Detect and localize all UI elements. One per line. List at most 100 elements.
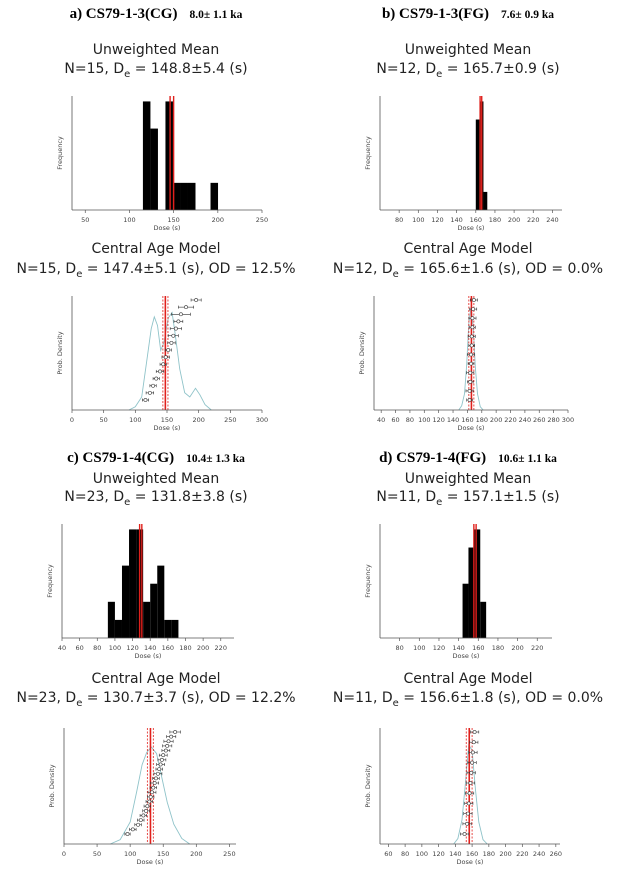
dose-point: [147, 390, 152, 395]
dose-point: [165, 744, 170, 748]
x-axis-label: Dose (s): [457, 858, 484, 866]
x-tick-label: 150: [167, 216, 179, 224]
density-curve: [110, 746, 190, 845]
x-tick-label: 300: [256, 416, 268, 424]
y-axis-label: Frequency: [46, 564, 54, 598]
x-tick-label: 180: [492, 644, 504, 652]
cam-chart: 60 80 100 120 140 160 180 200 220 240 260 Dose (s) P…: [364, 728, 562, 866]
cam-stats: N=12, De = 165.6±1.6 (s), OD = 0.0%: [332, 261, 604, 280]
dose-point: [469, 770, 474, 775]
histogram-bar: [187, 182, 196, 210]
y-axis-label: Prob. Density: [56, 331, 64, 374]
x-tick-label: 60: [384, 850, 392, 858]
cam-title: Central Age Model: [91, 241, 221, 257]
x-tick-label: 80: [395, 216, 403, 224]
dose-point: [151, 785, 156, 790]
y-axis-label: Prob. Density: [48, 764, 56, 807]
dose-point: [144, 808, 148, 813]
x-tick-label: 180: [483, 850, 495, 858]
histogram-bar: [150, 583, 158, 638]
dose-point: [160, 757, 164, 762]
x-tick-label: 150: [161, 416, 173, 424]
histogram-chart: 80 100 120 140 160 180 200 220 240 Dose (s) Freque…: [364, 96, 562, 232]
x-tick-label: 240: [533, 850, 545, 858]
dose-point: [471, 298, 476, 302]
x-tick-label: 280: [547, 416, 559, 424]
dose-point: [471, 750, 475, 755]
y-axis-label: Frequency: [364, 136, 372, 170]
dose-point: [145, 804, 150, 809]
histogram-bar: [475, 119, 480, 210]
hist-stats: N=12, De = 165.7±0.9 (s): [376, 61, 560, 80]
histogram-bar: [462, 583, 469, 638]
cam-stats: N=23, De = 130.7±3.7 (s), OD = 12.2%: [16, 690, 296, 709]
x-tick-label: 80: [396, 644, 404, 652]
dose-point: [148, 795, 153, 799]
x-tick-label: 60: [76, 644, 84, 652]
x-tick-label: 120: [432, 416, 444, 424]
dose-point: [471, 307, 476, 311]
cam-title: Central Age Model: [91, 671, 221, 687]
age-label: 10.6± 1.1 ka: [498, 453, 557, 465]
panel-title: a) CS79-1-3(CG) 8.0± 1.1 ka: [69, 6, 243, 22]
y-axis-label: Frequency: [56, 136, 64, 170]
dose-point: [468, 781, 473, 785]
dose-point: [467, 389, 472, 393]
x-tick-label: 180: [179, 644, 191, 652]
dose-point: [184, 305, 188, 310]
x-tick-label: 200: [508, 216, 520, 224]
x-tick-label: 100: [416, 850, 428, 858]
panel-title: c) CS79-1-4(CG) 10.4± 1.3 ka: [67, 450, 245, 466]
x-tick-label: 60: [391, 416, 399, 424]
x-tick-label: 40: [58, 644, 66, 652]
cam-title: Central Age Model: [403, 241, 533, 257]
panel-b: b) CS79-1-3(FG) 7.6± 0.9 ka Unweighted Me…: [312, 0, 624, 435]
x-tick-label: 100: [129, 416, 141, 424]
x-tick-label: 100: [124, 850, 136, 858]
x-tick-label: 160: [162, 644, 174, 652]
hist-stats: N=15, De = 148.8±5.4 (s): [64, 61, 248, 80]
x-tick-label: 220: [516, 850, 528, 858]
x-tick-label: 100: [109, 644, 121, 652]
x-tick-label: 120: [433, 644, 445, 652]
x-tick-label: 120: [126, 644, 138, 652]
x-tick-label: 250: [256, 216, 268, 224]
histogram-bar: [474, 529, 481, 638]
x-axis-label: Dose (s): [453, 652, 480, 660]
histogram-bar: [150, 128, 158, 210]
x-tick-label: 200: [499, 850, 511, 858]
density-curve: [453, 743, 488, 845]
x-tick-label: 200: [490, 416, 502, 424]
dose-point: [468, 379, 473, 384]
x-tick-label: 120: [432, 850, 444, 858]
histogram-bar: [210, 182, 219, 210]
x-tick-label: 240: [519, 416, 531, 424]
x-tick-label: 200: [212, 216, 224, 224]
histogram-bar: [107, 601, 115, 638]
y-axis-label: Frequency: [364, 564, 372, 598]
x-tick-label: 80: [406, 416, 414, 424]
x-tick-label: 120: [431, 216, 443, 224]
dose-point: [194, 298, 199, 302]
histogram-bar: [157, 565, 165, 638]
x-axis-label: Dose (s): [135, 652, 162, 660]
histogram-bar: [180, 182, 188, 210]
x-tick-label: 240: [546, 216, 558, 224]
histogram-bar: [129, 529, 137, 638]
dose-point: [158, 762, 163, 767]
histogram-bar: [172, 182, 181, 210]
x-tick-label: 80: [93, 644, 101, 652]
x-tick-label: 200: [190, 850, 202, 858]
x-tick-label: 200: [511, 644, 523, 652]
x-tick-label: 140: [447, 416, 459, 424]
histogram-chart: 50 100 150 200 250 Dose (s) Frequency: [56, 96, 268, 232]
x-tick-label: 260: [533, 416, 545, 424]
dose-point: [470, 316, 475, 321]
dose-point: [173, 326, 178, 331]
x-tick-label: 180: [489, 216, 501, 224]
x-tick-label: 160: [466, 850, 478, 858]
x-tick-label: 160: [472, 644, 484, 652]
histogram-chart: 40 60 80 100 120 140 160 180 200 220 Dose (s) Frequ…: [46, 524, 234, 660]
dose-point: [173, 730, 178, 734]
dose-point: [462, 832, 467, 836]
